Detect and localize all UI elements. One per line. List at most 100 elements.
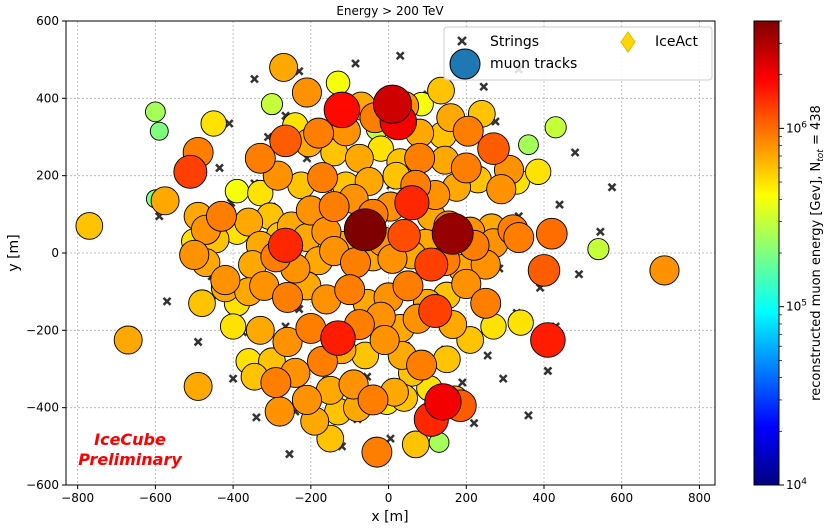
muon-track-point	[320, 320, 356, 356]
muon-track-point	[323, 91, 361, 129]
muon-track-point	[503, 222, 535, 253]
colorbar-tick-label: 105	[786, 299, 807, 314]
string-marker	[543, 366, 553, 376]
muon-track-point	[272, 326, 303, 357]
muon-track-point	[433, 345, 461, 374]
legend-box	[443, 26, 713, 81]
muon-track-point	[527, 254, 561, 287]
muon-track-point	[544, 116, 567, 139]
muon-track-point	[173, 154, 208, 189]
muon-track-point	[394, 185, 430, 221]
muon-track-point	[318, 191, 350, 223]
string-marker	[479, 82, 489, 92]
y-axis-label: y [m]	[6, 234, 22, 271]
x-tick-label: 600	[610, 491, 633, 505]
muon-track-point	[392, 270, 424, 302]
string-marker	[228, 374, 238, 384]
y-tick-label: −400	[26, 401, 59, 415]
chart-title: Energy > 200 TeV	[336, 4, 444, 18]
muon-track-point	[113, 325, 143, 355]
muon-track-point	[535, 217, 568, 250]
muon-track-point	[507, 309, 534, 336]
muon-track-point	[303, 117, 335, 149]
string-marker	[607, 182, 617, 192]
colorbar-gradient	[753, 20, 780, 486]
string-marker	[574, 269, 584, 279]
icecube-label: IceCube	[94, 430, 166, 449]
muon-track-point	[247, 179, 274, 207]
muon-track-point	[470, 287, 502, 319]
string-marker	[224, 119, 234, 128]
muon-track-point	[268, 227, 304, 263]
muon-track-point	[145, 101, 166, 123]
colorbar-label-suffix: = 438	[809, 105, 824, 149]
colorbar: 104 105 106 reconstructed muon energy [Gev…	[753, 20, 826, 492]
muon-track-point	[269, 52, 299, 82]
muon-track-point	[424, 383, 462, 421]
muon-track-point	[245, 315, 275, 345]
muon-track-point	[452, 115, 484, 147]
string-marker	[252, 412, 261, 422]
muon-track-point	[418, 294, 453, 328]
muon-track-point	[387, 218, 421, 253]
x-tick-label: 800	[688, 491, 711, 505]
string-marker	[215, 163, 224, 173]
string-marker	[524, 411, 533, 420]
muon-track-point	[401, 430, 430, 459]
muon-track-point	[179, 239, 210, 270]
muon-track-point	[244, 142, 276, 174]
muon-track-point	[343, 208, 387, 252]
muon-track-point	[334, 274, 366, 306]
y-tick-label: 0	[51, 246, 59, 260]
x-tick-label: 0	[385, 491, 393, 505]
colorbar-label: reconstructed muon energy [Gev], Ntot = …	[809, 105, 826, 401]
legend-strings-label: Strings	[490, 34, 539, 50]
string-marker	[285, 449, 294, 459]
string-marker	[250, 74, 259, 84]
muon-track-point	[291, 77, 322, 108]
y-tick-label: −600	[26, 478, 59, 492]
string-marker	[395, 51, 405, 61]
muon-track-point	[200, 110, 227, 137]
muon-track-point	[325, 70, 351, 96]
muon-track-point	[219, 313, 247, 340]
legend-iceact-marker	[620, 31, 636, 53]
muon-track-point	[149, 121, 169, 141]
legend-iceact-label: IceAct	[655, 34, 698, 50]
muon-track-point	[183, 371, 213, 401]
colorbar-tick-label: 104	[786, 477, 807, 492]
muon-track-point	[406, 349, 438, 381]
x-tick-label: −600	[139, 491, 172, 505]
string-marker	[458, 378, 467, 387]
muon-track-point	[414, 247, 449, 282]
y-tick-label: 400	[36, 91, 59, 105]
y-axis-ticks: −600 −400 −200 0 200 400 600	[26, 14, 66, 492]
muon-track-point	[224, 178, 250, 204]
x-tick-label: −400	[217, 491, 250, 505]
muon-track-point	[486, 174, 517, 205]
colorbar-label-sub: tot	[816, 149, 826, 162]
y-tick-label: −200	[26, 323, 59, 337]
muon-track-point	[260, 93, 284, 116]
x-tick-label: −800	[61, 491, 94, 505]
muon-track-point	[210, 265, 241, 296]
string-marker	[595, 227, 605, 237]
muon-track-point	[369, 324, 400, 356]
muon-track-point	[450, 152, 482, 184]
string-marker	[469, 418, 479, 428]
muon-track-point	[340, 247, 371, 279]
string-marker	[570, 148, 580, 157]
muon-track-point	[150, 186, 180, 216]
string-marker	[498, 374, 508, 384]
muon-track-point	[75, 212, 104, 240]
colorbar-label-main: reconstructed muon energy [Gev], N	[809, 162, 824, 401]
muon-track-point	[530, 322, 566, 358]
string-marker	[386, 434, 395, 443]
muon-track-point	[361, 436, 393, 468]
muon-track-point	[264, 396, 295, 427]
muon-track-point	[291, 384, 322, 415]
string-marker	[483, 351, 493, 360]
muon-track-point	[357, 384, 389, 416]
legend: Strings muon tracks IceAct	[443, 26, 713, 81]
muon-track-point	[260, 367, 292, 398]
